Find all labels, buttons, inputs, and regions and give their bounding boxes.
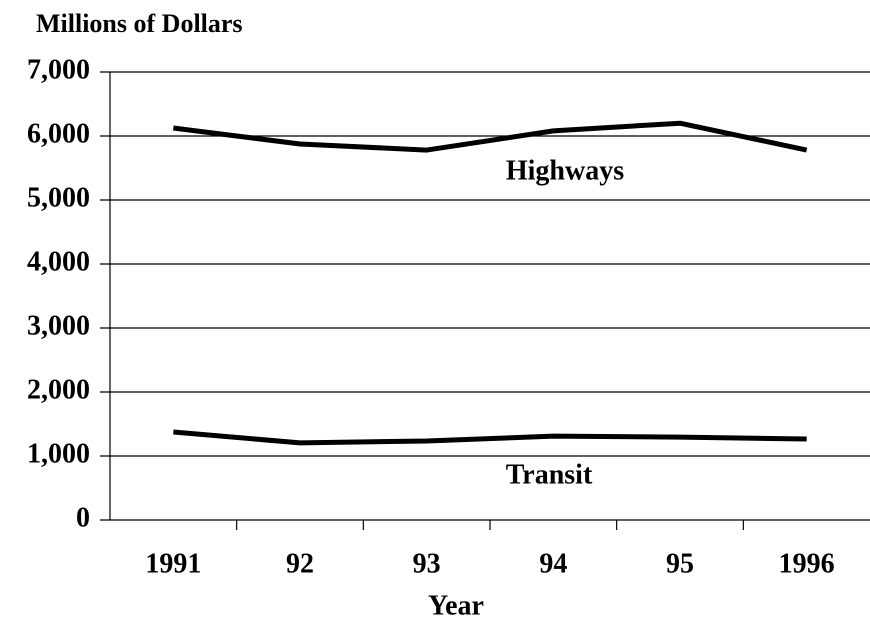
- series-label: Highways: [506, 155, 624, 186]
- series-label: Transit: [506, 459, 593, 490]
- series-line: [173, 429, 807, 446]
- y-tick-label: 7,000: [27, 54, 90, 85]
- x-tick-label: 92: [286, 548, 314, 579]
- y-tick-label: 3,000: [27, 310, 90, 341]
- x-tick-label: 1991: [145, 548, 201, 579]
- x-tick-label: 94: [539, 548, 567, 579]
- x-axis-label: Year: [428, 590, 484, 621]
- x-tick-label: 93: [413, 548, 441, 579]
- x-tick-label: 1996: [779, 548, 835, 579]
- y-tick-label: 4,000: [27, 246, 90, 277]
- y-axis-label: Millions of Dollars: [36, 9, 243, 38]
- series-line: [173, 120, 808, 153]
- y-tick-label: 0: [76, 502, 90, 533]
- y-tick-label: 6,000: [27, 118, 90, 149]
- y-tick-label: 1,000: [27, 438, 90, 469]
- y-tick-label: 5,000: [27, 182, 90, 213]
- y-tick-label: 2,000: [27, 374, 90, 405]
- x-tick-label: 95: [666, 548, 694, 579]
